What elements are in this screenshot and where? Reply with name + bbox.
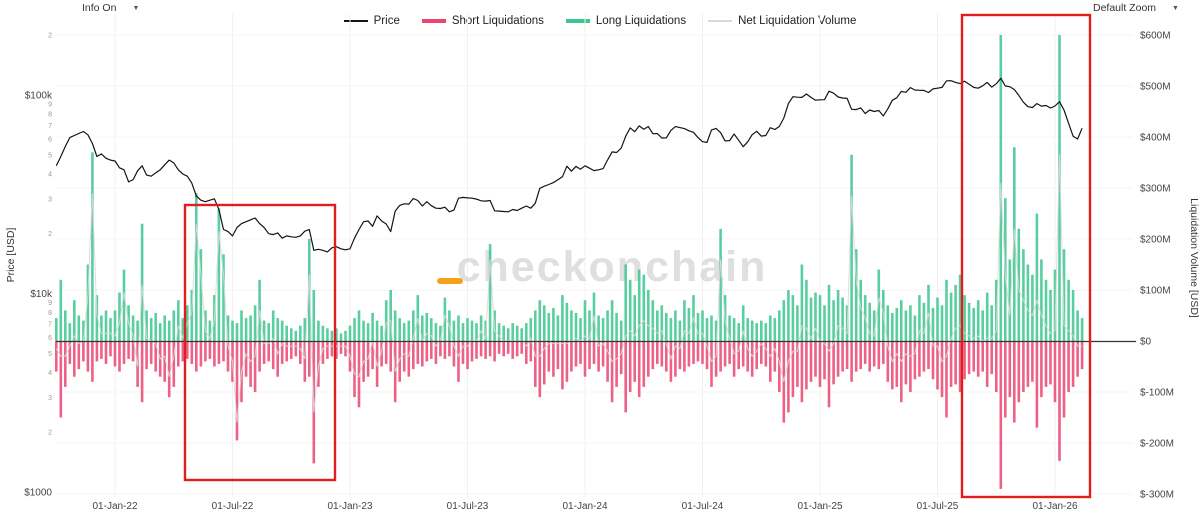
left-axis-title: Price [USD] <box>5 227 17 282</box>
svg-text:$300M: $300M <box>1140 184 1171 195</box>
svg-text:2: 2 <box>48 33 52 40</box>
svg-text:7: 7 <box>48 322 52 329</box>
svg-text:2: 2 <box>48 430 52 437</box>
svg-text:5: 5 <box>48 351 52 358</box>
legend-label: Price <box>373 15 400 27</box>
long-liquidations-swatch-icon <box>565 19 590 23</box>
svg-text:01-Jan-23: 01-Jan-23 <box>327 501 372 512</box>
legend-label: Long Liquidations <box>595 15 687 27</box>
zoom-select[interactable]: Default Zoom ▼ <box>1093 2 1179 14</box>
chevron-down-icon: ▼ <box>132 4 140 12</box>
x-axis-labels: 01-Jan-22 01-Jul-22 01-Jan-23 01-Jul-23 01-J… <box>92 501 1077 512</box>
right-axis-labels: $600M $500M $400M $300M $200M $100M $0 $-100M $-… <box>1140 31 1174 501</box>
svg-text:01-Jan-22: 01-Jan-22 <box>92 501 137 512</box>
legend-item-long-liquidations[interactable]: Long Liquidations <box>565 15 687 27</box>
svg-text:01-Jul-25: 01-Jul-25 <box>917 501 959 512</box>
svg-text:01-Jan-26: 01-Jan-26 <box>1032 501 1077 512</box>
legend: Price Short Liquidations Long Liquidatio… <box>0 15 1200 27</box>
net-liquidation-swatch-icon <box>708 20 733 22</box>
svg-text:$10k: $10k <box>30 289 53 300</box>
svg-text:$-200M: $-200M <box>1140 439 1174 450</box>
svg-text:$0: $0 <box>1140 337 1152 348</box>
short-liquidations-swatch-icon <box>421 19 446 23</box>
svg-text:$100M: $100M <box>1140 286 1171 297</box>
price-line <box>55 77 1083 253</box>
svg-text:7: 7 <box>48 123 52 130</box>
legend-item-net-liquidation-volume[interactable]: Net Liquidation Volume <box>708 15 856 27</box>
svg-text:$-300M: $-300M <box>1140 490 1174 501</box>
svg-text:$200M: $200M <box>1140 235 1171 246</box>
right-axis-title: Liquidation Volume [USD] <box>1188 198 1200 318</box>
svg-text:9: 9 <box>48 102 52 109</box>
legend-label: Net Liquidation Volume <box>738 15 857 27</box>
price-line-swatch-icon <box>343 20 368 22</box>
watermark-group: checkonchain <box>437 243 768 291</box>
legend-item-short-liquidations[interactable]: Short Liquidations <box>421 15 544 27</box>
svg-text:6: 6 <box>48 335 52 342</box>
svg-text:$500M: $500M <box>1140 82 1171 93</box>
svg-text:$-100M: $-100M <box>1140 388 1174 399</box>
svg-text:2: 2 <box>48 231 52 238</box>
watermark-text: checkonchain <box>457 243 768 291</box>
svg-text:01-Jan-25: 01-Jan-25 <box>797 501 842 512</box>
svg-text:3: 3 <box>48 395 52 402</box>
left-axis-labels: $100k $10k $1000 2 3 4 5 6 7 8 9 2 3 4 5 6 7 8 9 2 <box>24 33 53 499</box>
svg-text:$400M: $400M <box>1140 133 1171 144</box>
svg-text:9: 9 <box>48 300 52 307</box>
short-liquidation-bars <box>55 341 1084 489</box>
svg-text:01-Jan-24: 01-Jan-24 <box>562 501 607 512</box>
legend-label: Short Liquidations <box>451 15 544 27</box>
legend-item-price[interactable]: Price <box>343 15 400 27</box>
svg-text:5: 5 <box>48 152 52 159</box>
info-toggle-label: Info On <box>82 2 117 14</box>
chevron-down-icon: ▼ <box>1172 4 1179 12</box>
zoom-select-label: Default Zoom <box>1093 2 1157 14</box>
svg-text:8: 8 <box>48 310 52 317</box>
svg-text:01-Jul-24: 01-Jul-24 <box>682 501 724 512</box>
svg-text:01-Jul-22: 01-Jul-22 <box>212 501 254 512</box>
net-liquidation-line <box>55 154 1083 423</box>
svg-text:6: 6 <box>48 137 52 144</box>
gridlines <box>57 14 1133 497</box>
watermark-accent <box>437 278 463 284</box>
svg-text:01-Jul-23: 01-Jul-23 <box>447 501 489 512</box>
svg-text:8: 8 <box>48 112 52 119</box>
svg-text:$600M: $600M <box>1140 31 1171 42</box>
svg-text:4: 4 <box>48 370 52 377</box>
annotation-boxes <box>183 13 1092 499</box>
svg-text:4: 4 <box>48 171 52 178</box>
info-toggle[interactable]: Info On ▼ <box>82 2 139 14</box>
svg-text:$100k: $100k <box>25 91 53 102</box>
svg-text:$1000: $1000 <box>24 488 52 499</box>
svg-text:3: 3 <box>48 196 52 203</box>
